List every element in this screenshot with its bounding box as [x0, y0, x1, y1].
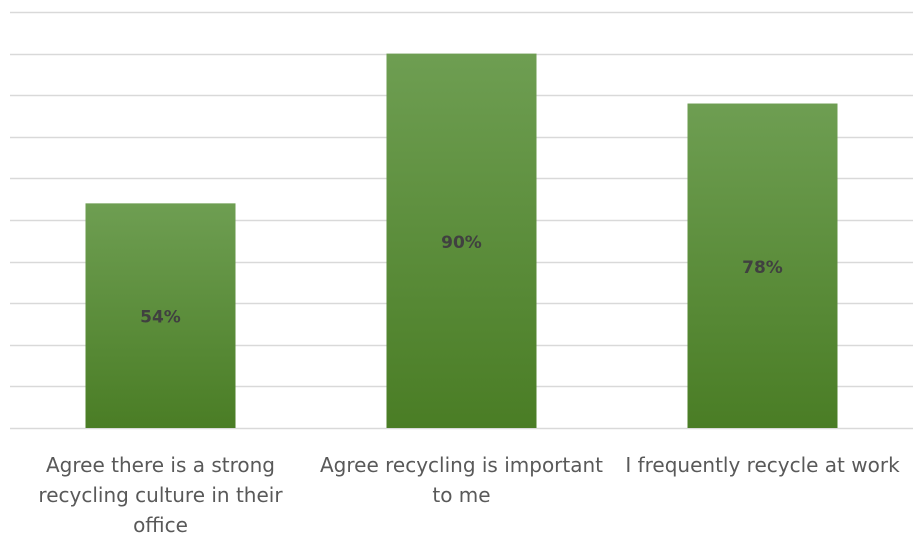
data-label-3: 78%	[742, 258, 783, 278]
category-label-1: Agree there is a strong recycling cultur…	[38, 453, 283, 537]
bar-2	[386, 53, 537, 428]
category-label-2: Agree recycling is important to me	[319, 453, 604, 507]
data-label-1: 54%	[140, 308, 181, 328]
bar-3	[687, 103, 838, 429]
category-label-3: I frequently recycle at work	[625, 453, 900, 477]
data-label-2: 90%	[441, 233, 482, 253]
bar-1	[85, 203, 236, 428]
bars	[85, 53, 838, 429]
data-labels: 54% 90% 78%	[140, 233, 783, 328]
